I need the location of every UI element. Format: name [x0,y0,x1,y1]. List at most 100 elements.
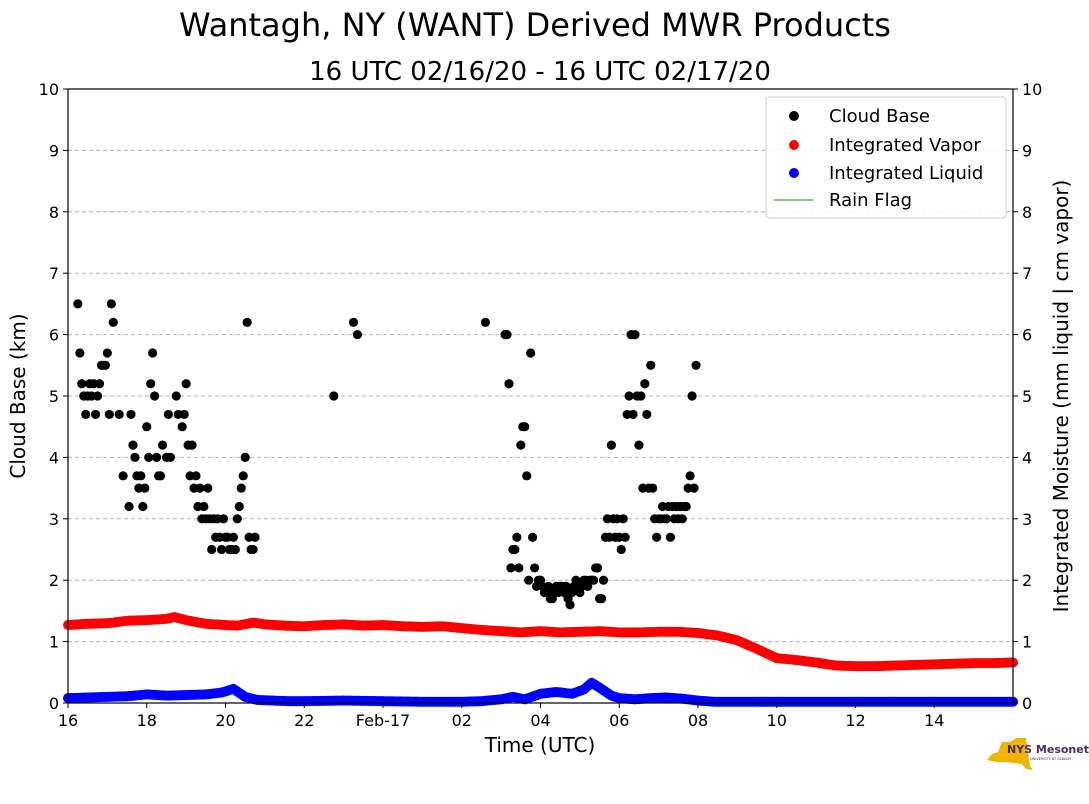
x-tick-label: 18 [137,711,157,730]
nys-mesonet-logo: NYS Mesonet UNIVERSITY AT ALBANY [987,738,1089,770]
y-tick-label-right: 4 [1022,448,1032,467]
chart-subtitle: 16 UTC 02/16/20 - 16 UTC 02/17/20 [309,57,771,87]
cloud-base-point [232,514,242,524]
legend-marker-cloud-base [789,111,799,121]
logo-subtext: UNIVERSITY AT ALBANY [1030,757,1072,761]
y-tick-label-right: 7 [1022,264,1032,283]
cloud-base-point [218,514,229,524]
cloud-base-point [630,330,640,340]
cloud-base-point [348,317,359,327]
y-tick-label-right: 0 [1022,694,1032,713]
y-tick-label-left: 10 [39,80,59,99]
y-tick-label-right: 6 [1022,326,1032,345]
cloud-base-point [73,299,83,309]
cloud-base-point [142,422,152,432]
cloud-base-point [502,330,512,340]
x-tick-label: 06 [609,711,629,730]
x-tick-label: 22 [294,711,314,730]
y-tick-label-left: 2 [49,571,59,590]
cloud-base-point [199,501,209,512]
integrated-vapor-series [63,612,1018,672]
cloud-base-point [329,391,339,401]
cloud-base-point [100,360,111,370]
cloud-base-point [689,483,699,493]
legend-box [765,96,1007,219]
cloud-base-point [634,440,644,450]
ny-state-shape-icon [987,738,1033,770]
legend-marker-integrated-vapor [789,140,799,150]
cloud-base-point [118,471,128,481]
cloud-base-point [524,575,534,585]
x-tick-label: 12 [845,711,865,730]
y-tick-label-left: 4 [49,448,59,467]
cloud-base-point [685,471,695,481]
cloud-base-point [592,563,603,573]
cloud-base-point [543,581,553,591]
cloud-base-point [203,483,213,493]
cloud-base-point [512,532,522,542]
cloud-base-point [138,501,148,512]
cloud-base-point [624,391,634,401]
cloud-base-point [640,379,650,389]
y-tick-label-right: 10 [1022,80,1042,99]
cloud-base-point [681,501,691,512]
cloud-base-point [636,391,646,401]
cloud-base-point [77,379,87,389]
cloud-base-point [480,317,490,327]
y-tick-label-right: 3 [1022,510,1032,529]
cloud-base-point [207,544,217,555]
cloud-base-point [124,501,134,512]
y-tick-label-right: 5 [1022,387,1032,406]
cloud-base-point [126,409,136,420]
cloud-base-point [652,532,662,542]
y-tick-label-left: 9 [49,141,59,160]
cloud-base-point [177,422,187,432]
cloud-base-point [106,299,116,309]
cloud-base-point [150,391,160,401]
cloud-base-point [94,379,105,389]
cloud-base-point [528,532,538,542]
y-tick-label-right: 8 [1022,203,1032,222]
cloud-base-point [250,532,260,542]
x-tick-label: 14 [924,711,944,730]
cloud-base-point [677,514,687,524]
x-tick-label: 02 [452,711,472,730]
cloud-base-point [144,452,154,462]
cloud-base-point [516,440,526,450]
cloud-base-point [148,348,158,358]
cloud-base-point [163,409,174,420]
cloud-base-point [352,330,363,340]
chart-title: Wantagh, NY (WANT) Derived MWR Products [179,6,891,44]
cloud-base-point [181,379,191,389]
cloud-base-point [691,360,701,370]
cloud-base-point [92,391,103,401]
cloud-base-point [520,422,530,432]
cloud-base-point [128,440,138,450]
y-tick-label-left: 8 [49,203,59,222]
cloud-base-point [522,471,532,481]
cloud-base-point [618,514,628,524]
y-tick-label-left: 3 [49,510,59,529]
cloud-base-point [187,440,197,450]
y-tick-label-right: 2 [1022,571,1032,590]
cloud-base-point [646,360,656,370]
cloud-base-point [102,348,112,358]
cloud-base-point [240,452,250,462]
cloud-base-point [151,452,162,462]
cloud-base-point [561,581,571,591]
cloud-base-point [191,471,201,481]
cloud-base-point [146,379,156,389]
cloud-base-point [510,544,520,555]
cloud-base-point [230,544,240,555]
logo-text: NYS Mesonet [1007,743,1089,756]
cloud-base-point [81,409,91,420]
cloud-base-point [687,391,697,401]
x-tick-label: 10 [767,711,787,730]
x-tick-label: 16 [58,711,78,730]
y-tick-label-right: 9 [1022,141,1032,160]
cloud-base-point [136,471,146,481]
cloud-base-point [236,483,246,493]
legend-marker-integrated-liquid [789,168,799,178]
cloud-base-point [90,409,101,420]
